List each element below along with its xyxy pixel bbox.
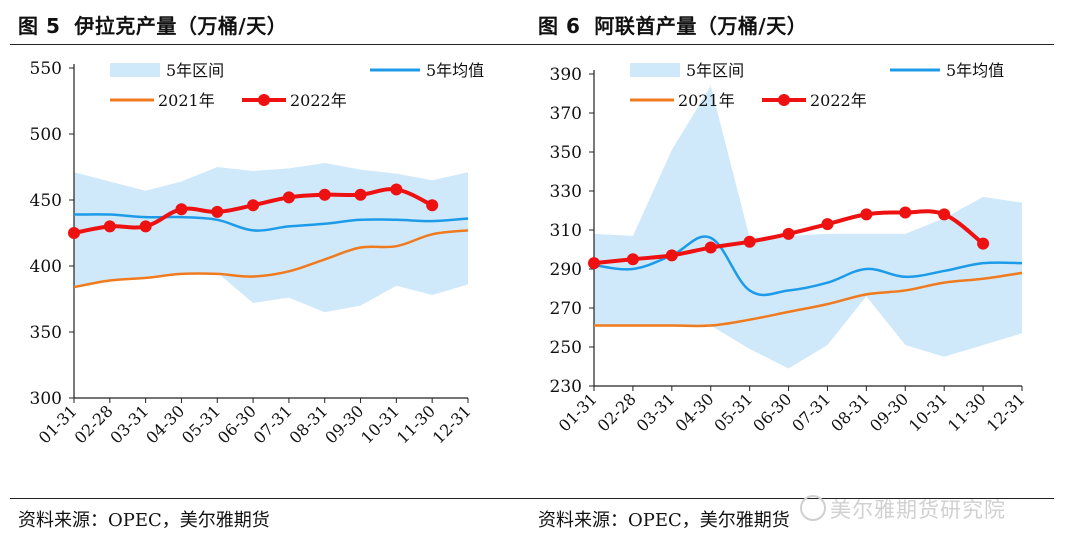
data-point	[175, 203, 188, 216]
x-tick-label: 11-30	[944, 389, 990, 435]
data-point	[354, 188, 367, 201]
y-tick-label: 330	[550, 182, 582, 202]
y-tick-label: 350	[30, 323, 62, 343]
x-tick-label: 07-31	[788, 389, 834, 435]
data-point	[704, 241, 717, 254]
legend-label: 2021年	[678, 91, 735, 110]
x-tick-label: 12-31	[429, 401, 475, 447]
data-point	[68, 227, 80, 239]
data-point	[588, 257, 600, 270]
legend-label: 2022年	[290, 91, 347, 110]
data-point	[139, 220, 152, 233]
figure-number: 图 6	[538, 14, 581, 38]
chart-panel-uae: 图 6 阿联酋产量（万桶/天） 230 250 270 290 310 330 350 370 3…	[530, 0, 1054, 556]
watermark: 美尔雅期货研究院	[800, 494, 1006, 524]
data-point	[821, 218, 834, 231]
uae-production-chart: 23025027029031033035037039001-3102-2803-…	[550, 61, 1029, 435]
legend-label: 5年区间	[686, 61, 744, 80]
x-tick-label: 02-28	[71, 401, 117, 447]
y-tick-label: 550	[30, 59, 62, 79]
top-rule	[10, 44, 534, 45]
legend-swatch-band	[110, 63, 160, 77]
panel-title: 图 5 伊拉克产量（万桶/天）	[18, 10, 287, 39]
data-point	[977, 237, 990, 250]
chart-title: 阿联酋产量（万桶/天）	[594, 14, 808, 38]
source-note: 资料来源：OPEC，美尔雅期货	[538, 510, 790, 531]
top-rule	[530, 44, 1054, 45]
watermark-text: 美尔雅期货研究院	[830, 498, 1006, 522]
data-point	[899, 206, 912, 219]
x-tick-label: 05-31	[710, 389, 756, 435]
range-band	[74, 163, 468, 313]
y-tick-label: 300	[30, 389, 62, 409]
legend-marker-2022	[778, 94, 790, 106]
legend-swatch-band	[630, 63, 680, 77]
data-point	[626, 253, 639, 266]
y-tick-label: 390	[550, 65, 582, 85]
legend-label: 5年区间	[166, 61, 224, 80]
data-point	[860, 208, 873, 221]
x-tick-label: 10-31	[905, 389, 951, 435]
panel-title: 图 6 阿联酋产量（万桶/天）	[538, 10, 807, 39]
x-tick-label: 03-31	[633, 389, 679, 435]
data-point	[782, 227, 795, 240]
series-line-5年均值	[73, 213, 469, 232]
y-tick-label: 250	[550, 338, 582, 358]
data-point	[282, 191, 295, 204]
series-line-2021年	[73, 229, 469, 289]
y-tick-label: 350	[550, 143, 582, 163]
x-tick-label: 11-30	[393, 401, 439, 447]
data-point	[426, 199, 439, 212]
x-tick-label: 10-31	[357, 401, 403, 447]
x-tick-label: 12-31	[983, 389, 1029, 435]
x-tick-label: 06-30	[749, 389, 795, 435]
x-tick-label: 05-31	[178, 401, 224, 447]
x-tick-label: 06-30	[214, 401, 260, 447]
x-tick-label: 08-31	[827, 389, 873, 435]
y-tick-label: 500	[30, 125, 62, 145]
series-line-2021年	[594, 271, 1023, 328]
x-tick-label: 04-30	[142, 401, 188, 447]
y-tick-label: 290	[550, 260, 582, 280]
y-tick-label: 450	[30, 191, 62, 211]
x-tick-label: 02-28	[594, 389, 640, 435]
chart-panel-iraq: 图 5 伊拉克产量（万桶/天） 300 350 400 450 500 550 01-31 02…	[10, 0, 534, 556]
data-point	[318, 188, 331, 201]
x-tick-label: 08-31	[286, 401, 332, 447]
y-tick-label: 370	[550, 104, 582, 124]
y-tick-label: 230	[550, 377, 582, 397]
bottom-rule	[530, 498, 1054, 499]
x-tick-label: 03-31	[106, 401, 152, 447]
data-point	[665, 249, 678, 262]
y-tick-label: 310	[550, 221, 582, 241]
x-tick-label: 09-30	[866, 389, 912, 435]
y-tick-label: 400	[30, 257, 62, 277]
data-point	[390, 183, 403, 196]
data-point	[938, 208, 951, 221]
legend-marker-2022	[258, 94, 270, 106]
wechat-icon	[800, 495, 826, 521]
data-point	[743, 235, 756, 248]
y-tick-label: 270	[550, 299, 582, 319]
iraq-production-chart: 30035040045050055001-3102-2803-3104-3005…	[30, 59, 485, 447]
data-point	[247, 199, 260, 212]
figure-number: 图 5	[18, 14, 61, 38]
range-band	[594, 85, 1022, 369]
x-tick-label: 04-30	[672, 389, 718, 435]
source-note: 资料来源：OPEC，美尔雅期货	[18, 510, 270, 531]
legend-label: 2022年	[810, 91, 867, 110]
x-tick-label: 07-31	[250, 401, 296, 447]
data-point	[211, 205, 224, 218]
x-tick-label: 09-30	[321, 401, 367, 447]
legend-label: 5年均值	[946, 61, 1004, 80]
legend-label: 5年均值	[426, 61, 484, 80]
bottom-rule	[10, 498, 534, 499]
chart-title: 伊拉克产量（万桶/天）	[74, 14, 288, 38]
data-point	[103, 220, 116, 233]
legend-label: 2021年	[158, 91, 215, 110]
